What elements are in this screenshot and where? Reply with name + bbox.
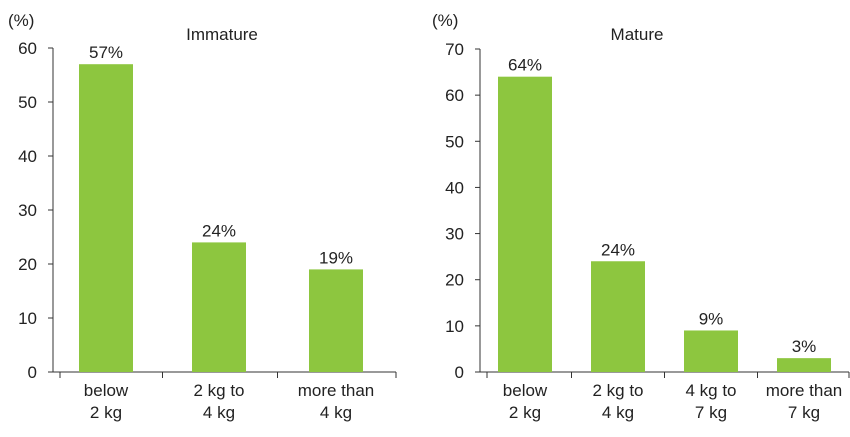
immature-category-label: 2 kg to [193,381,244,400]
immature-y-axis-label: (%) [8,11,34,30]
mature-category-label: below [503,381,548,400]
mature-y-tick-label: 60 [445,86,464,105]
immature-y-tick-label: 40 [18,147,37,166]
mature-category-label: 7 kg [695,403,727,422]
mature-data-label: 64% [508,56,542,75]
mature-y-tick-label: 30 [445,225,464,244]
immature-category-label: below [84,381,129,400]
immature-y-tick-label: 30 [18,201,37,220]
mature-category-label: 2 kg [509,403,541,422]
mature-data-label: 24% [601,240,635,259]
mature-chart-title: Mature [611,25,664,44]
mature-bar [777,358,831,372]
immature-data-label: 19% [319,248,353,267]
mature-y-axis-label: (%) [432,11,458,30]
mature-bar [591,261,645,372]
mature-y-tick-label: 40 [445,178,464,197]
immature-category-label: 4 kg [203,403,235,422]
mature-category-label: 4 kg [602,403,634,422]
mature-bar [684,330,738,372]
mature-category-label: 2 kg to [592,381,643,400]
mature-y-tick-label: 0 [455,363,464,382]
immature-chart-title: Immature [186,25,258,44]
immature-data-label: 57% [89,43,123,62]
mature-y-tick-label: 70 [445,40,464,59]
immature-bar [309,269,363,372]
immature-bar [79,64,133,372]
immature-y-tick-label: 0 [28,363,37,382]
mature-category-label: more than [766,381,843,400]
mature-y-tick-label: 50 [445,132,464,151]
mature-data-label: 3% [792,337,817,356]
mature-category-label: 7 kg [788,403,820,422]
immature-category-label: 4 kg [320,403,352,422]
immature-y-tick-label: 50 [18,93,37,112]
mature-category-label: 4 kg to [685,381,736,400]
mature-data-label: 9% [699,309,724,328]
mature-y-tick-label: 20 [445,271,464,290]
immature-y-tick-label: 60 [18,39,37,58]
immature-y-tick-label: 10 [18,309,37,328]
immature-bar [192,242,246,372]
immature-category-label: more than [298,381,375,400]
mature-y-tick-label: 10 [445,317,464,336]
immature-data-label: 24% [202,221,236,240]
immature-category-label: 2 kg [90,403,122,422]
immature-y-tick-label: 20 [18,255,37,274]
mature-bar [498,76,552,372]
